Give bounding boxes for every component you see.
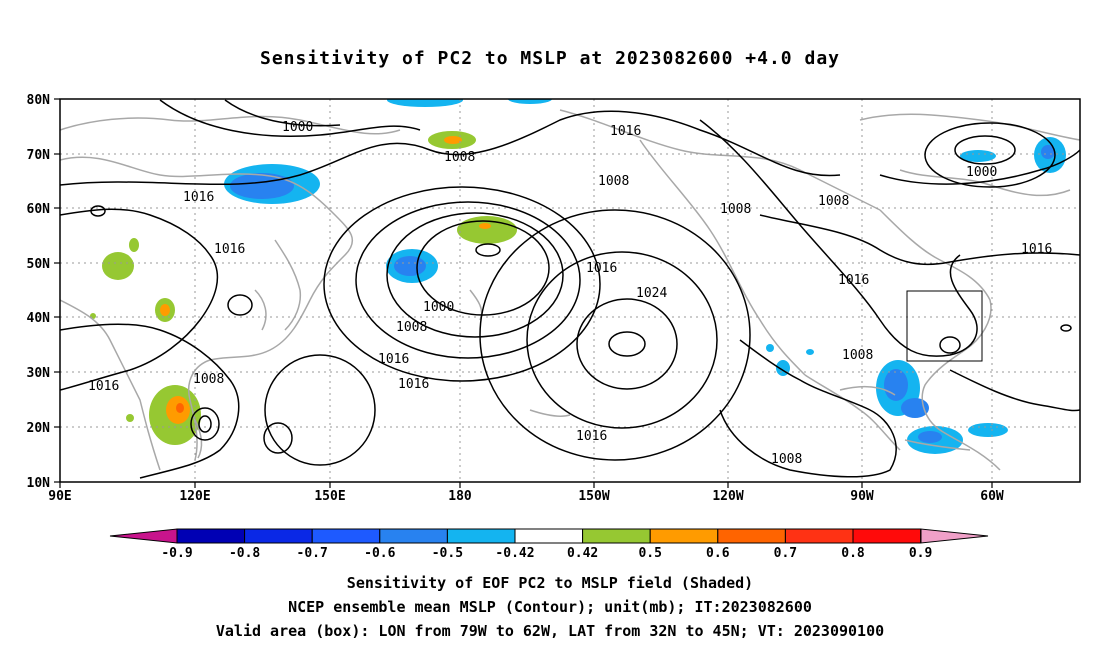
colorbar-tick-label: -0.7	[297, 546, 328, 561]
colorbar-tick-label: -0.42	[495, 546, 534, 561]
contour-label: 1016	[378, 352, 409, 367]
caption-line-3: Valid area (box): LON from 79W to 62W, L…	[215, 622, 885, 640]
colorbar-tick-label: -0.9	[161, 546, 192, 561]
shade-negative	[960, 150, 996, 162]
contour-label: 1016	[610, 124, 641, 139]
lat-label: 70N	[27, 148, 51, 163]
lat-labels: 80N 70N 60N 50N 40N 30N 20N 10N	[27, 93, 51, 491]
colorbar-cell	[784, 528, 854, 544]
colorbar-tick-label: 0.7	[774, 546, 797, 561]
colorbar-cell	[514, 528, 584, 544]
colorbar-tick-label: 0.6	[706, 546, 730, 561]
graticule	[60, 99, 1080, 482]
shade-negative	[230, 173, 294, 199]
contour-label: 1008	[720, 202, 751, 217]
shade-negative	[387, 99, 463, 107]
lat-label: 30N	[27, 366, 51, 381]
shade-positive	[160, 304, 170, 316]
contour-label: 1000	[966, 165, 997, 180]
lon-labels: 90E 120E 150E 180 150W 120W 90W 60W	[48, 489, 1004, 504]
map-frame	[59, 98, 1081, 483]
colorbar-tick-label: -0.5	[432, 546, 463, 561]
contour-label: 1016	[398, 377, 429, 392]
colorbar-cell	[379, 528, 448, 544]
colorbar-cell	[717, 528, 786, 544]
chart-title: Sensitivity of PC2 to MSLP at 2023082600…	[259, 48, 840, 69]
mslp-contours	[60, 99, 1080, 479]
lat-label: 80N	[27, 93, 51, 108]
contour-label: 1008	[842, 348, 873, 363]
contour-label: 1016	[838, 273, 869, 288]
lat-label: 10N	[27, 476, 51, 491]
shade-positive	[176, 403, 184, 413]
shade-positive	[126, 414, 134, 422]
colorbar-tick-label: -0.8	[229, 546, 260, 561]
lon-label: 150W	[578, 489, 609, 504]
lon-label: 150E	[314, 489, 345, 504]
shade-positive	[457, 216, 517, 244]
shade-negative	[968, 423, 1008, 437]
lon-label: 60W	[980, 489, 1004, 504]
colorbar-cell	[244, 528, 313, 544]
colorbar-cell	[582, 528, 651, 544]
colorbar-tick-label: -0.6	[364, 546, 395, 561]
shade-negative	[766, 344, 774, 352]
shade-negative	[1041, 145, 1055, 159]
shade-negative	[918, 431, 942, 443]
colorbar-cell	[852, 528, 922, 544]
colorbar-left-triangle	[109, 528, 178, 544]
contour-label: 1016	[214, 242, 245, 257]
shade-positive	[102, 252, 134, 280]
lat-label: 50N	[27, 257, 51, 272]
shade-negative	[806, 349, 814, 355]
shade-positive	[479, 223, 491, 229]
shade-negative	[508, 99, 552, 104]
lat-label: 40N	[27, 311, 51, 326]
contour-label: 1008	[444, 150, 475, 165]
valid-area-box	[906, 290, 983, 362]
contour-label-extra: 1008	[771, 452, 802, 467]
contour-label-extra: 1016	[1021, 242, 1052, 257]
shade-negative	[901, 398, 929, 418]
colorbar-tick-label: 0.5	[638, 546, 661, 561]
shade-positive	[129, 238, 139, 252]
shade-positive	[444, 136, 462, 144]
contour-label: 1000	[423, 300, 454, 315]
colorbar: -0.9 -0.8 -0.7 -0.6 -0.5 -0.42 0.42 0.5 0.6 0.7 0.…	[109, 528, 989, 561]
contour-label: 1008	[818, 194, 849, 209]
contour-label: 1016	[586, 261, 617, 276]
contour-label: 1000	[282, 120, 313, 135]
lat-label: 20N	[27, 421, 51, 436]
caption-line-2: NCEP ensemble mean MSLP (Contour); unit(…	[288, 598, 812, 616]
lon-label: 180	[448, 489, 472, 504]
contour-label: 1016	[183, 190, 214, 205]
lon-label: 90W	[850, 489, 874, 504]
colorbar-cell	[311, 528, 381, 544]
axis-ticks	[54, 98, 993, 488]
colorbar-tick-label: 0.42	[567, 546, 598, 561]
colorbar-cell	[446, 528, 516, 544]
contour-label: 1008	[193, 372, 224, 387]
lon-label: 120W	[712, 489, 743, 504]
contour-label: 1016	[576, 429, 607, 444]
lon-label: 90E	[48, 489, 71, 504]
colorbar-cell	[176, 528, 246, 544]
shade-negative	[884, 369, 908, 401]
caption-line-1: Sensitivity of EOF PC2 to MSLP field (Sh…	[346, 574, 754, 592]
lat-label: 60N	[27, 202, 51, 217]
contour-label: 1008	[598, 174, 629, 189]
contour-label: 1024	[636, 286, 667, 301]
colorbar-tick-label: 0.9	[909, 546, 932, 561]
contour-label: 1016	[88, 379, 119, 394]
shade-negative	[394, 256, 426, 276]
colorbar-cell	[649, 528, 719, 544]
colorbar-right-triangle	[920, 528, 989, 544]
colorbar-tick-label: 0.8	[841, 546, 865, 561]
lon-label: 120E	[179, 489, 210, 504]
contour-label-group: 1000 1008 1016 1008 1008 1000 1016 1016 …	[88, 120, 997, 444]
sensitivity-shading	[90, 99, 1066, 454]
contour-label: 1008	[396, 320, 427, 335]
